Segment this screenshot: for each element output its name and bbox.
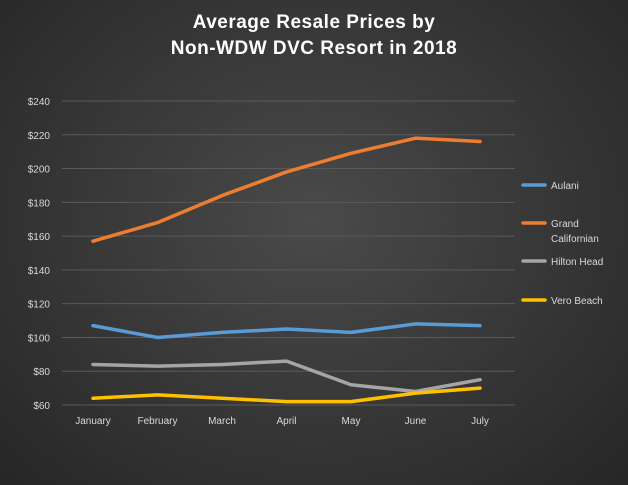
y-tick-label: $200 [28, 165, 51, 176]
y-tick-label: $240 [28, 97, 51, 108]
x-tick-label: February [137, 416, 177, 427]
series-line-grand-californian [91, 136, 482, 243]
y-tick-label: $100 [28, 333, 51, 344]
x-tick-label: April [276, 416, 296, 427]
series-line-vero-beach [91, 386, 482, 404]
y-tick-label: $120 [28, 300, 51, 311]
chart-title-line-2: Non-WDW DVC Resort in 2018 [170, 38, 458, 59]
x-tick-label: May [342, 416, 361, 427]
legend-label-hilton-head: Hilton Head [551, 257, 603, 268]
legend-label-aulani: Aulani [551, 181, 579, 192]
y-tick-label: $220 [28, 131, 51, 142]
y-tick-label: $80 [33, 367, 50, 378]
series-line-aulani [91, 322, 482, 340]
legend-label-grand-californian: Californian [551, 234, 599, 245]
x-tick-label: July [471, 416, 489, 427]
legend-label-vero-beach: Vero Beach [551, 296, 603, 307]
x-tick-label: March [208, 416, 236, 427]
y-tick-label: $180 [28, 198, 51, 209]
series-line-hilton-head [91, 359, 482, 394]
chart-title-line-1: Average Resale Prices by [192, 12, 436, 33]
x-tick-label: January [75, 416, 111, 427]
legend-label-grand-californian: Grand [551, 219, 579, 230]
y-tick-label: $160 [28, 232, 51, 243]
y-tick-label: $60 [33, 401, 50, 412]
y-tick-label: $140 [28, 266, 51, 277]
x-tick-label: June [405, 416, 427, 427]
